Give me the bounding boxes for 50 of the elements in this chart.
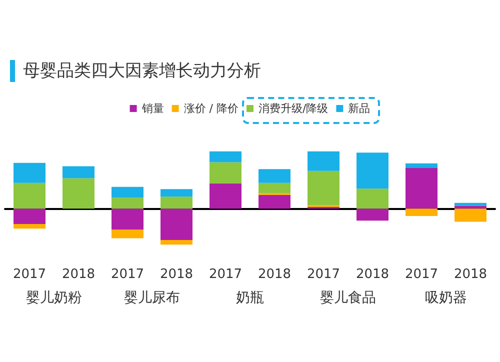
bar: [258, 182, 290, 194]
bar: [160, 196, 192, 209]
bar: [14, 208, 46, 224]
bar: [14, 162, 46, 183]
x-tick-label: 2017: [306, 267, 340, 282]
bar: [356, 152, 388, 189]
bar: [160, 240, 192, 245]
bar: [210, 151, 242, 162]
bar: [210, 183, 242, 209]
bar: [308, 170, 340, 206]
bar: [14, 224, 46, 229]
bar: [62, 166, 94, 178]
bar: [258, 169, 290, 183]
bar: [454, 208, 486, 222]
x-tick-label: 2017: [12, 267, 46, 282]
bar: [356, 188, 388, 209]
bar: [62, 178, 94, 209]
bar: [160, 189, 192, 197]
bar: [356, 208, 388, 221]
x-tick-label: 2018: [160, 267, 194, 282]
x-tick-label: 2017: [208, 267, 242, 282]
x-tick-label: 2017: [404, 267, 438, 282]
bar: [406, 208, 438, 216]
bar: [308, 151, 340, 171]
x-tick-label: 2018: [356, 267, 390, 282]
bar: [14, 182, 46, 209]
x-tick-label: 2018: [454, 267, 488, 282]
legend-label: 涨价 / 降价: [184, 102, 238, 115]
bar: [406, 163, 438, 168]
bar: [112, 186, 144, 198]
text: 奶瓶: [236, 290, 264, 306]
bar: [112, 198, 144, 209]
bar: [406, 168, 438, 209]
legend-label: 销量: [140, 102, 164, 115]
bar: [258, 194, 290, 209]
text: 吸奶器: [425, 290, 467, 306]
x-tick-label: 2017: [110, 267, 144, 282]
bar: [112, 230, 144, 238]
bar: [454, 206, 486, 209]
bar: [112, 208, 144, 230]
bar: [210, 162, 242, 184]
x-tick-label: 2018: [258, 267, 292, 282]
text: 婴儿奶粉: [26, 290, 82, 306]
text: 婴儿尿布: [124, 290, 180, 306]
legend-label: 新品: [348, 102, 370, 115]
legend-label: 消费升级/降级: [258, 102, 328, 115]
x-tick-label: 2018: [62, 267, 96, 282]
chart-title: 母婴品类四大因素增长动力分析: [10, 60, 261, 82]
text: 婴儿食品: [320, 290, 376, 306]
bar: [160, 208, 192, 240]
